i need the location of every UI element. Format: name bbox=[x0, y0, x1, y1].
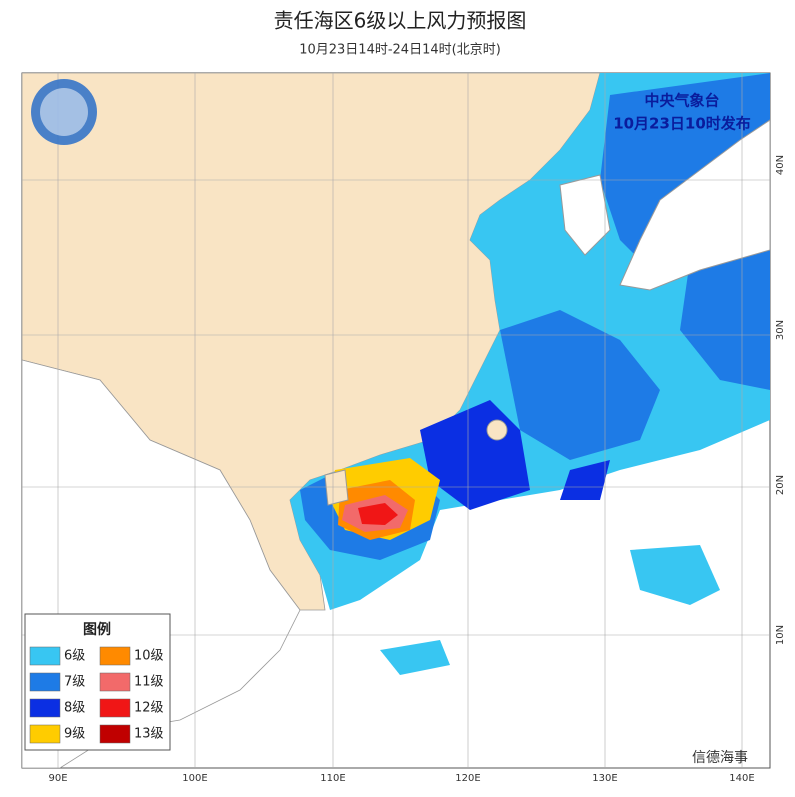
legend-label: 10级 bbox=[134, 649, 164, 664]
legend-swatch bbox=[29, 698, 61, 718]
legend-label: 6级 bbox=[64, 649, 85, 664]
map bbox=[21, 72, 771, 769]
legend-label: 12级 bbox=[134, 701, 164, 716]
agency: 中央气象台 bbox=[644, 92, 719, 110]
title: 责任海区6级以上风力预报图 bbox=[274, 9, 527, 33]
subtitle: 10月23日14时-24日14时(北京时) bbox=[299, 43, 501, 58]
lat-label: 30N bbox=[775, 320, 786, 340]
legend: 图例 6级 10级 7级 11级 8级 12级 9级 13级 bbox=[24, 613, 171, 751]
lon-label: 140E bbox=[729, 773, 754, 784]
legend-label: 13级 bbox=[134, 727, 164, 742]
legend-swatch bbox=[99, 724, 131, 744]
lon-label: 100E bbox=[182, 773, 207, 784]
legend-title: 图例 bbox=[83, 621, 111, 638]
lon-label: 90E bbox=[48, 773, 67, 784]
legend-swatch bbox=[99, 672, 131, 692]
legend-swatch bbox=[99, 698, 131, 718]
lon-label: 110E bbox=[320, 773, 345, 784]
latitude-labels: 40N 30N 20N 10N bbox=[775, 155, 786, 645]
legend-label: 11级 bbox=[134, 675, 164, 690]
legend-swatch bbox=[29, 724, 61, 744]
legend-swatch bbox=[99, 646, 131, 666]
legend-label: 9级 bbox=[64, 727, 85, 742]
lat-label: 10N bbox=[775, 625, 786, 645]
lat-label: 20N bbox=[775, 475, 786, 495]
lon-label: 120E bbox=[455, 773, 480, 784]
watermark: 信德海事 bbox=[692, 750, 748, 766]
issue-time: 10月23日10时发布 bbox=[613, 115, 751, 133]
longitude-labels: 90E 100E 110E 120E 130E 140E bbox=[48, 773, 754, 784]
legend-label: 7级 bbox=[64, 675, 85, 690]
legend-swatch bbox=[29, 672, 61, 692]
lon-label: 130E bbox=[592, 773, 617, 784]
legend-label: 8级 bbox=[64, 701, 85, 716]
legend-swatch bbox=[29, 646, 61, 666]
lat-label: 40N bbox=[775, 155, 786, 175]
